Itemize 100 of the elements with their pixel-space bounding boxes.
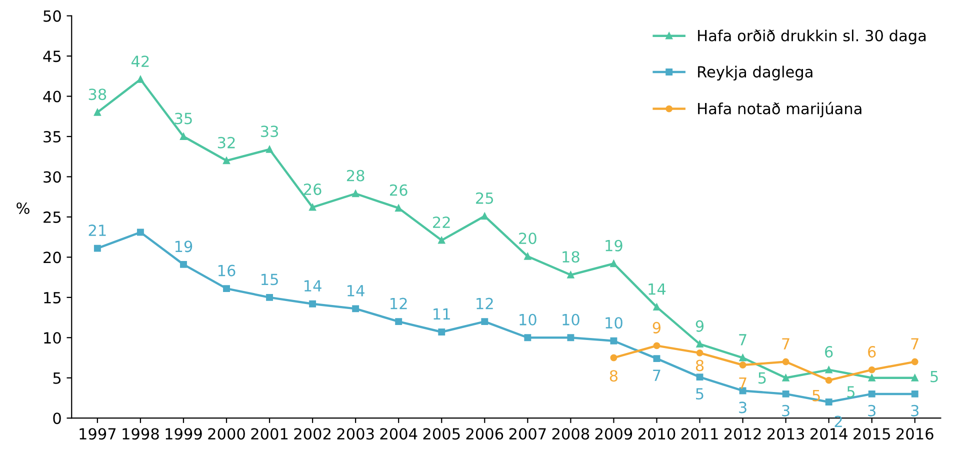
point: [567, 334, 574, 342]
point: [911, 390, 918, 398]
legend-label: Hafa orðið drukkin sl. 30 daga: [698, 30, 926, 44]
point: [309, 204, 316, 211]
point: [266, 146, 273, 153]
data-label: 6: [825, 346, 833, 358]
data-label: 35: [174, 112, 192, 124]
data-label: 26: [304, 184, 322, 196]
data-label: 10: [520, 314, 536, 326]
point: [136, 76, 144, 83]
point: [911, 374, 918, 382]
legend-label: Hafa notað marijúana: [698, 102, 862, 118]
x-tick-label: 2013: [767, 428, 804, 440]
data-label: 11: [434, 308, 450, 320]
point: [352, 305, 360, 312]
data-label: 38: [88, 88, 106, 100]
x-tick-label: 2007: [509, 428, 546, 440]
data-label: 16: [218, 264, 236, 276]
x-tick-label: 2000: [208, 428, 245, 440]
point: [782, 374, 790, 382]
point: [911, 358, 918, 366]
y-tick-label: 0: [53, 412, 61, 424]
data-label: 3: [911, 404, 918, 416]
point: [136, 228, 144, 236]
data-label: 28: [346, 170, 364, 182]
point: [868, 374, 876, 382]
data-label: 25: [476, 192, 494, 204]
point: [94, 108, 101, 116]
data-label: 15: [261, 274, 278, 286]
point: [782, 390, 790, 398]
data-label: 42: [131, 56, 149, 67]
point: [395, 318, 402, 326]
point: [825, 376, 832, 384]
x-tick-label: 2012: [724, 428, 761, 440]
x-tick-label: 2016: [896, 428, 934, 440]
data-label: 18: [562, 251, 580, 263]
x-tick-label: 2011: [681, 428, 718, 440]
point: [223, 157, 230, 164]
point: [696, 349, 704, 356]
point: [395, 204, 402, 212]
data-label: 33: [260, 126, 278, 138]
data-label: 10: [606, 317, 622, 329]
x-tick-label: 2001: [251, 428, 288, 440]
point: [266, 294, 273, 301]
point: [223, 285, 230, 292]
x-tick-label: 2005: [423, 428, 460, 440]
y-tick-label: 5: [53, 372, 61, 384]
data-label: 8: [610, 370, 618, 382]
data-label: 9: [652, 322, 661, 334]
x-tick-label: 1998: [122, 428, 159, 440]
data-label: 7: [782, 338, 790, 350]
x-tick-label: 2009: [595, 428, 632, 440]
point: [653, 342, 660, 350]
point: [696, 374, 704, 381]
x-tick-label: 2008: [552, 428, 590, 440]
x-tick-label: 2003: [337, 428, 374, 440]
point: [94, 244, 101, 252]
point: [696, 340, 704, 348]
point: [481, 318, 488, 326]
point: [739, 354, 746, 362]
point: [180, 133, 187, 140]
x-tick-label: 2006: [466, 428, 504, 440]
data-label: 3: [739, 402, 746, 414]
x-tick-label: 1999: [166, 428, 202, 440]
point: [524, 334, 532, 342]
x-tick-label: 2015: [854, 428, 890, 440]
point: [653, 355, 660, 362]
data-label: 14: [348, 285, 364, 296]
data-label: 5: [696, 388, 704, 400]
data-label: 10: [562, 314, 580, 326]
point: [180, 260, 187, 268]
point: [739, 362, 746, 368]
point: [868, 366, 876, 374]
point: [610, 354, 618, 362]
point: [567, 271, 574, 278]
data-label: 3: [782, 404, 790, 416]
legend-label: Reykja daglega: [698, 66, 812, 81]
x-tick-label: 2010: [638, 428, 676, 440]
y-tick-label: 50: [44, 10, 61, 22]
data-label: 5: [930, 370, 938, 382]
point: [868, 390, 876, 398]
y-tick-label: 30: [44, 171, 61, 183]
data-label: 22: [433, 216, 450, 228]
data-label: 7: [911, 338, 918, 350]
y-tick-label: 20: [44, 252, 61, 264]
y-tick-label: 15: [44, 292, 61, 304]
data-label: 9: [696, 320, 704, 332]
data-label: 3: [868, 404, 876, 416]
data-label: 20: [519, 232, 536, 244]
x-tick-label: 2002: [294, 428, 330, 440]
x-tick-label: 2014: [810, 428, 848, 440]
y-tick-label: 10: [44, 332, 61, 344]
data-label: 12: [476, 298, 493, 310]
point: [438, 328, 446, 336]
data-label: 12: [390, 298, 407, 310]
data-label: 2: [834, 416, 842, 428]
x-tick-label: 2004: [380, 428, 418, 440]
point: [481, 212, 488, 220]
point: [438, 236, 446, 244]
point: [653, 304, 660, 311]
